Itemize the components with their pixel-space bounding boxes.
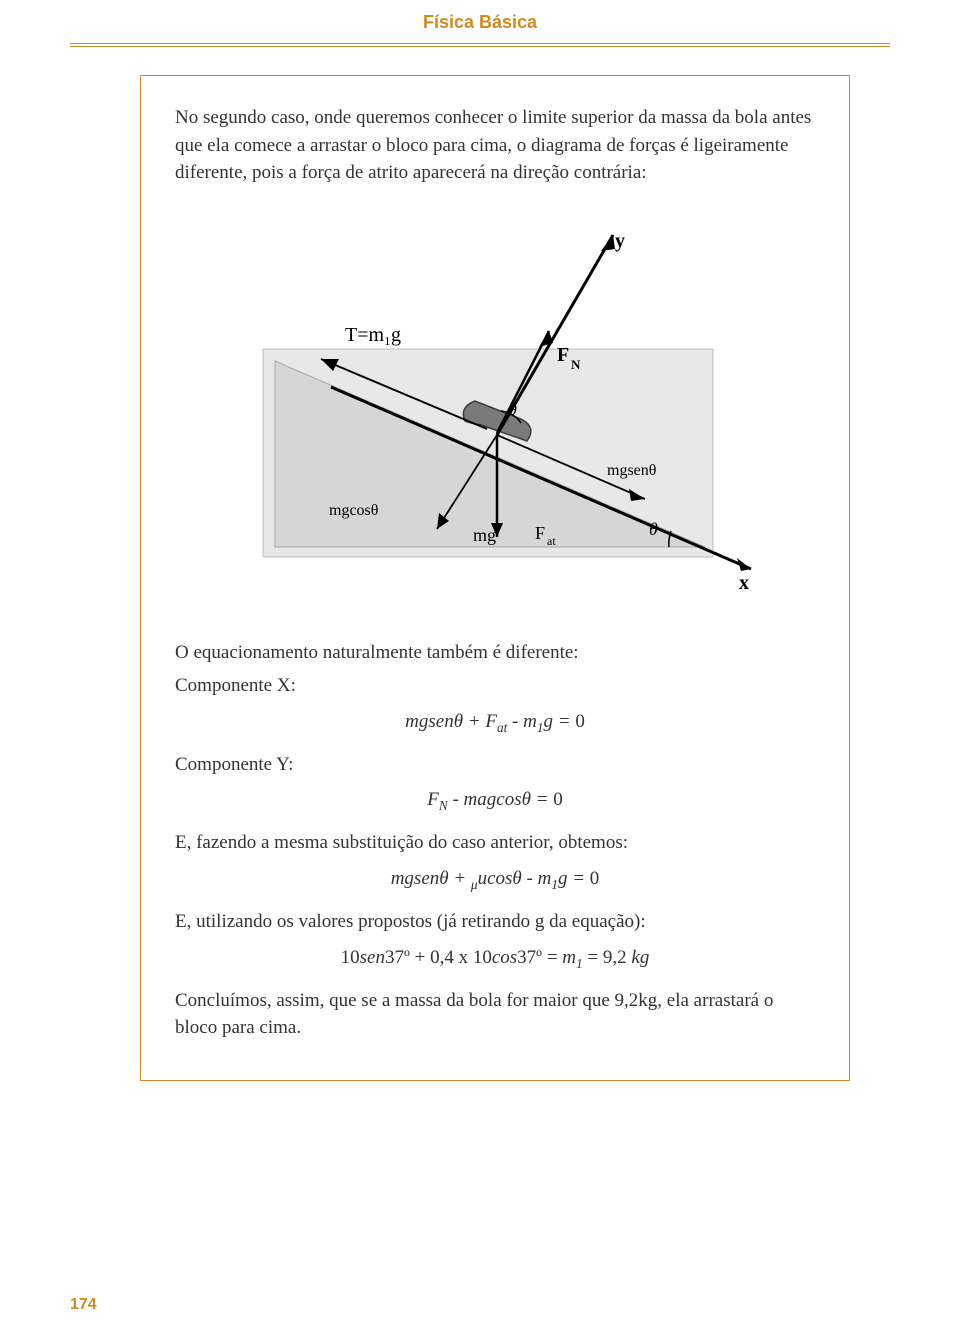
svg-text:mg: mg <box>473 525 496 545</box>
force-diagram: F at T=m₁g F N y x mg mgsenθ mgcosθ θ θ <box>175 211 815 611</box>
equation-x: mgsenθ + Fat - m1g = 0 <box>175 708 815 737</box>
header-title: Física Básica <box>0 12 960 33</box>
equation-subst: mgsenθ + μucosθ - m1g = 0 <box>175 865 815 894</box>
svg-text:y: y <box>615 230 625 252</box>
equation-y: FN - magcosθ = 0 <box>175 786 815 815</box>
svg-text:mgcosθ: mgcosθ <box>329 502 378 519</box>
svg-text:F: F <box>535 523 545 543</box>
paragraph-valores: E, utilizando os valores propostos (já r… <box>175 908 815 936</box>
header-rules <box>70 43 890 47</box>
svg-text:T=m₁g: T=m₁g <box>345 324 401 346</box>
paragraph-conclusao: Concluímos, assim, que se a massa da bol… <box>175 987 815 1042</box>
page-number: 174 <box>70 1296 97 1314</box>
svg-text:θ: θ <box>649 519 658 539</box>
svg-text:N: N <box>571 357 581 372</box>
content-box: No segundo caso, onde queremos conhecer … <box>140 75 850 1081</box>
svg-text:mgsenθ: mgsenθ <box>607 462 656 479</box>
label-componente-y: Componente Y: <box>175 751 815 779</box>
svg-text:F: F <box>557 344 569 366</box>
svg-text:θ: θ <box>509 402 517 419</box>
svg-text:x: x <box>739 572 749 594</box>
equation-numeric: 10sen37º + 0,4 x 10cos37º = m1 = 9,2 kg <box>175 944 815 973</box>
label-componente-x: Componente X: <box>175 672 815 700</box>
paragraph-equacionamento: O equacionamento naturalmente também é d… <box>175 639 815 667</box>
paragraph-intro: No segundo caso, onde queremos conhecer … <box>175 104 815 187</box>
paragraph-substituicao: E, fazendo a mesma substituição do caso … <box>175 829 815 857</box>
svg-text:at: at <box>547 534 556 548</box>
